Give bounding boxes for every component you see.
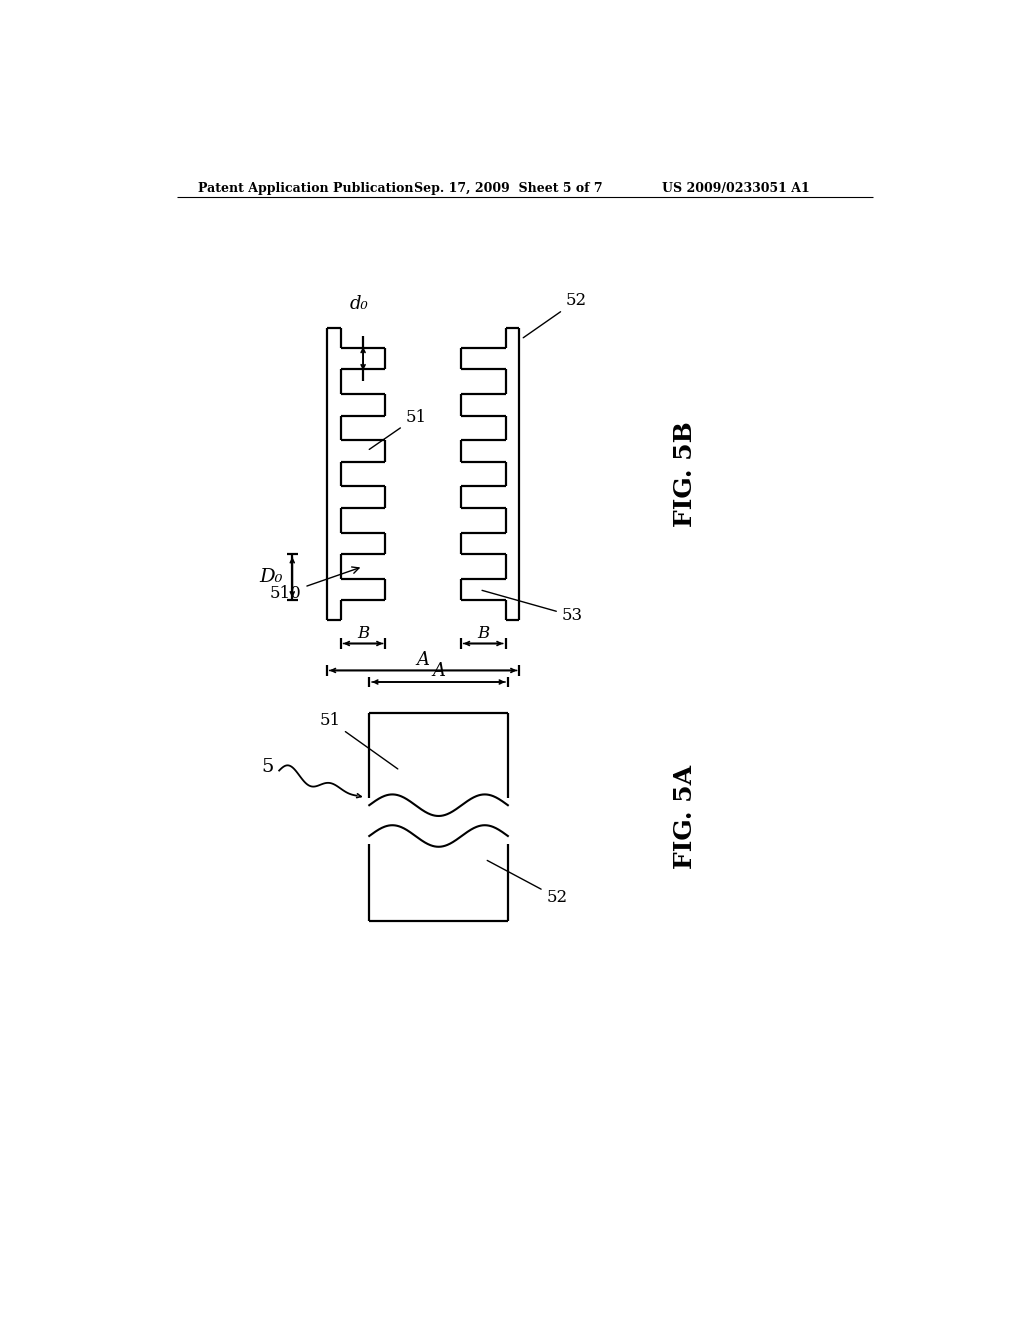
Text: 53: 53 [482,590,583,624]
Text: FIG. 5B: FIG. 5B [673,421,697,527]
Text: 51: 51 [319,711,397,770]
Text: 510: 510 [269,568,359,602]
Text: D₀: D₀ [259,569,283,586]
Text: A: A [432,663,445,681]
Text: B: B [357,624,370,642]
Text: Sep. 17, 2009  Sheet 5 of 7: Sep. 17, 2009 Sheet 5 of 7 [414,182,602,194]
Text: US 2009/0233051 A1: US 2009/0233051 A1 [662,182,810,194]
Text: 52: 52 [523,292,587,338]
Text: FIG. 5A: FIG. 5A [673,764,697,869]
Text: 51: 51 [370,409,427,449]
Text: Patent Application Publication: Patent Application Publication [199,182,414,194]
Text: A: A [417,651,430,669]
Text: 5: 5 [261,758,273,776]
Text: d₀: d₀ [350,296,369,313]
Text: 52: 52 [487,861,567,906]
Text: B: B [477,624,489,642]
